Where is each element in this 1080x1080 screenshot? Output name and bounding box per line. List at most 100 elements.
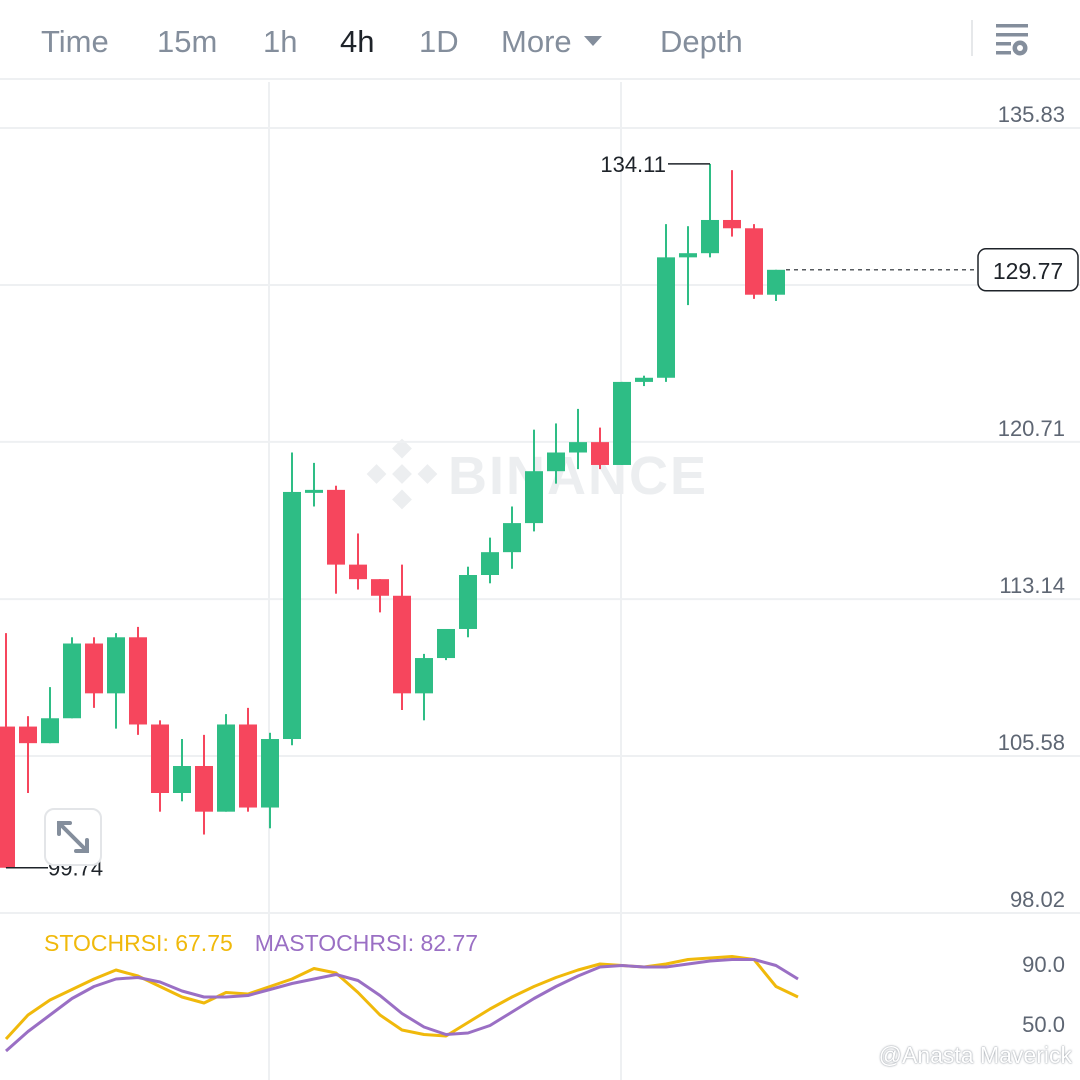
candle-body: [415, 658, 433, 694]
indicator-legend: STOCHRSI: 67.75 MASTOCHRSI: 82.77: [44, 928, 478, 958]
candle-body: [547, 452, 565, 472]
candle-body: [239, 724, 257, 808]
candle: [503, 506, 521, 569]
tab-1d[interactable]: 1D: [419, 24, 459, 59]
candle-body: [657, 257, 675, 378]
candle-body: [635, 377, 653, 382]
candle-body: [591, 442, 609, 465]
candle: [173, 739, 191, 802]
candle: [239, 707, 257, 812]
candle: [591, 427, 609, 470]
candle: [459, 566, 477, 638]
candle-body: [525, 471, 543, 524]
caret-down-icon: [583, 36, 602, 46]
candle-body: [63, 643, 81, 719]
candle: [85, 637, 103, 708]
candle-body: [129, 637, 147, 725]
binance-logo-icon: [366, 438, 438, 510]
candle: [701, 163, 719, 258]
stochrsi-line: [4, 955, 799, 1041]
candle-body: [393, 595, 411, 694]
candle-body: [0, 726, 15, 868]
candle: [305, 462, 323, 507]
candle: [437, 628, 455, 661]
user-watermark: @Anasta Maverick: [878, 1042, 1072, 1068]
candle: [151, 720, 169, 812]
chart-settings-button[interactable]: [992, 20, 1032, 60]
tab-more[interactable]: More: [501, 22, 602, 62]
chart-settings-icon: [996, 24, 1028, 56]
candle-body: [19, 726, 37, 744]
candle: [635, 375, 653, 387]
tab-time[interactable]: Time: [41, 24, 109, 59]
candle-body: [327, 489, 345, 565]
candle: [481, 537, 499, 584]
stochrsi-indicator: 90.0 50.0: [4, 952, 1065, 1053]
candle-body: [261, 739, 279, 808]
last-price-box: [977, 248, 1079, 292]
last-price-label: 129.77: [993, 258, 1063, 284]
candle-body: [173, 766, 191, 793]
candle: [217, 714, 235, 812]
candle-body: [613, 381, 631, 465]
expand-arrows-icon: [57, 821, 89, 853]
candle: [19, 716, 37, 793]
indicator-tick-label: 50.0: [1022, 1012, 1065, 1037]
mastochrsi-line: [5, 958, 799, 1053]
tab-1h[interactable]: 1h: [263, 24, 298, 59]
stochrsi-legend: STOCHRSI: 67.75: [44, 930, 233, 956]
price-tick-label: 105.58: [998, 730, 1065, 755]
candle-body: [107, 637, 125, 694]
candle: [349, 533, 367, 590]
candle-body: [481, 552, 499, 575]
candle: [569, 408, 587, 470]
candle: [393, 564, 411, 710]
candle: [613, 381, 631, 465]
candle: [0, 633, 15, 868]
tab-4h[interactable]: 4h: [340, 24, 375, 59]
candle-body: [569, 442, 587, 453]
candle: [371, 579, 389, 613]
candle: [547, 423, 565, 484]
high-price-label: 134.11: [600, 152, 666, 177]
candle-body: [371, 579, 389, 596]
candle: [767, 269, 785, 301]
chart-toolbar: Time 15m 1h 4h 1D More Depth: [0, 0, 1080, 80]
candle-body: [459, 574, 477, 629]
fullscreen-button[interactable]: [44, 808, 102, 866]
candle-body: [723, 219, 741, 229]
candle-body: [349, 564, 367, 580]
candle-body: [195, 766, 213, 812]
candle-body: [767, 269, 785, 295]
price-tick-label: 98.02: [1010, 887, 1065, 912]
candle: [107, 633, 125, 729]
candle: [327, 485, 345, 594]
candle: [525, 429, 543, 532]
candle-body: [679, 253, 697, 258]
indicator-tick-label: 90.0: [1022, 952, 1065, 977]
candle-body: [745, 228, 763, 295]
candle: [63, 637, 81, 719]
candle: [41, 687, 59, 744]
candle: [745, 224, 763, 299]
candle-body: [437, 628, 455, 659]
tab-depth[interactable]: Depth: [660, 24, 743, 59]
price-tick-label: 135.83: [998, 102, 1065, 127]
candle: [261, 732, 279, 829]
candle: [195, 734, 213, 835]
candle: [415, 653, 433, 721]
candle-body: [85, 643, 103, 694]
tab-15m[interactable]: 15m: [157, 24, 218, 59]
candle-body: [151, 724, 169, 793]
candle-body: [41, 718, 59, 744]
candle: [283, 452, 301, 746]
candle-body: [503, 523, 521, 553]
price-tick-label: 120.71: [998, 416, 1065, 441]
candle: [129, 626, 147, 735]
candlestick-series: [0, 163, 785, 868]
tab-more-label: More: [501, 24, 572, 59]
candle: [657, 224, 675, 382]
candle: [679, 226, 697, 306]
